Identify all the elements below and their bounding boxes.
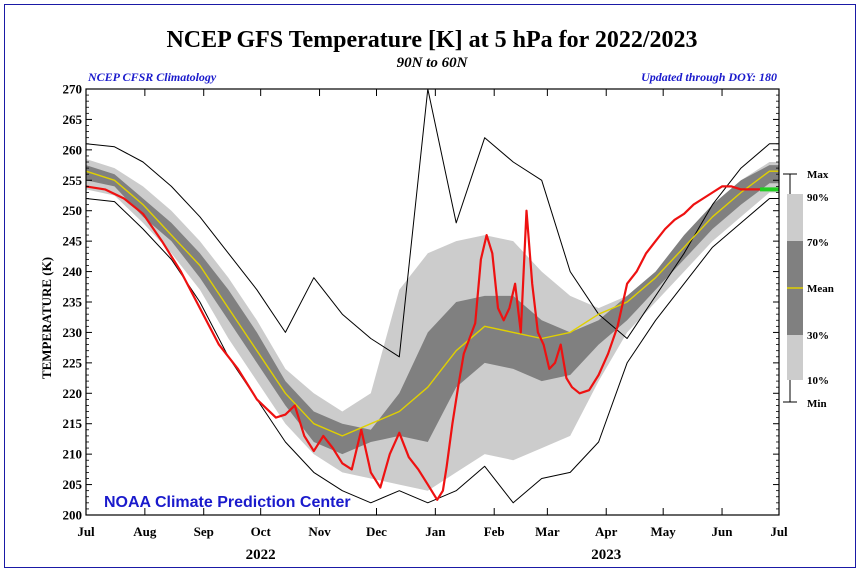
legend-band-10 [787,335,803,380]
y-tick-label: 260 [63,142,83,157]
y-tick-label: 255 [63,173,83,188]
y-tick-label: 210 [63,447,83,462]
y-tick-label: 215 [63,416,83,431]
climatology-note: NCEP CFSR Climatology [87,70,217,84]
legend-70-label: 70% [807,237,829,249]
chart-frame [4,4,856,568]
series-max-line [85,88,779,358]
y-tick-label: 265 [63,112,83,127]
x-month-label: Jan [425,524,446,539]
legend-mean-label: Mean [807,283,834,295]
y-tick-label: 240 [63,264,83,279]
x-month-label: Apr [595,524,618,539]
x-axis: Jul Aug Sep Oct Nov Dec Jan Feb Mar Apr May Jun Jul 2… [77,89,788,563]
legend-max-label: Max [807,169,829,181]
y-tick-label: 200 [63,508,83,523]
x-month-label: Feb [484,524,505,539]
y-tick-label: 235 [63,295,83,310]
updated-note: Updated through DOY: 180 [641,70,777,84]
chart-subtitle: 90N to 60N [397,55,469,71]
series-mean-line [85,170,779,437]
credit-label: NOAA Climate Prediction Center [104,494,351,511]
legend-30-label: 30% [807,330,829,342]
x-month-label: Aug [133,524,157,539]
x-month-label: Jul [77,524,95,539]
y-axis-label: TEMPERATURE (K) [39,257,54,379]
band-30-70-percentile [86,165,779,455]
y-tick-label: 225 [63,355,83,370]
x-month-label: Mar [535,524,560,539]
legend-10-label: 10% [807,375,829,387]
legend: Max 90% 70% Mean 30% 10% Min [783,169,834,410]
legend-90-label: 90% [807,192,829,204]
y-tick-label: 220 [63,386,83,401]
y-tick-label: 270 [63,82,83,97]
x-year-label: 2023 [591,547,621,563]
chart-title: NCEP GFS Temperature [K] at 5 hPa for 20… [166,27,697,53]
series-current-2022-2023 [85,185,770,501]
y-tick-label: 205 [63,477,83,492]
x-month-label: Sep [194,524,214,539]
x-month-label: Oct [251,524,272,539]
legend-band-90 [787,194,803,241]
y-axis: 200 205 210 215 220 225 230 235 240 245 250 255 260 2… [63,82,779,523]
x-month-label: May [651,524,677,539]
legend-min-label: Min [807,398,827,410]
y-tick-label: 230 [63,325,83,340]
x-month-label: Nov [308,524,331,539]
plot-area [85,88,779,504]
series-min-line [85,198,779,504]
x-month-label: Dec [366,524,387,539]
y-tick-label: 250 [63,203,83,218]
band-10-90-percentile [86,159,779,491]
x-month-label: Jun [712,524,734,539]
x-year-label: 2022 [246,547,276,563]
y-tick-label: 245 [63,234,83,249]
x-month-label: Jul [770,524,788,539]
